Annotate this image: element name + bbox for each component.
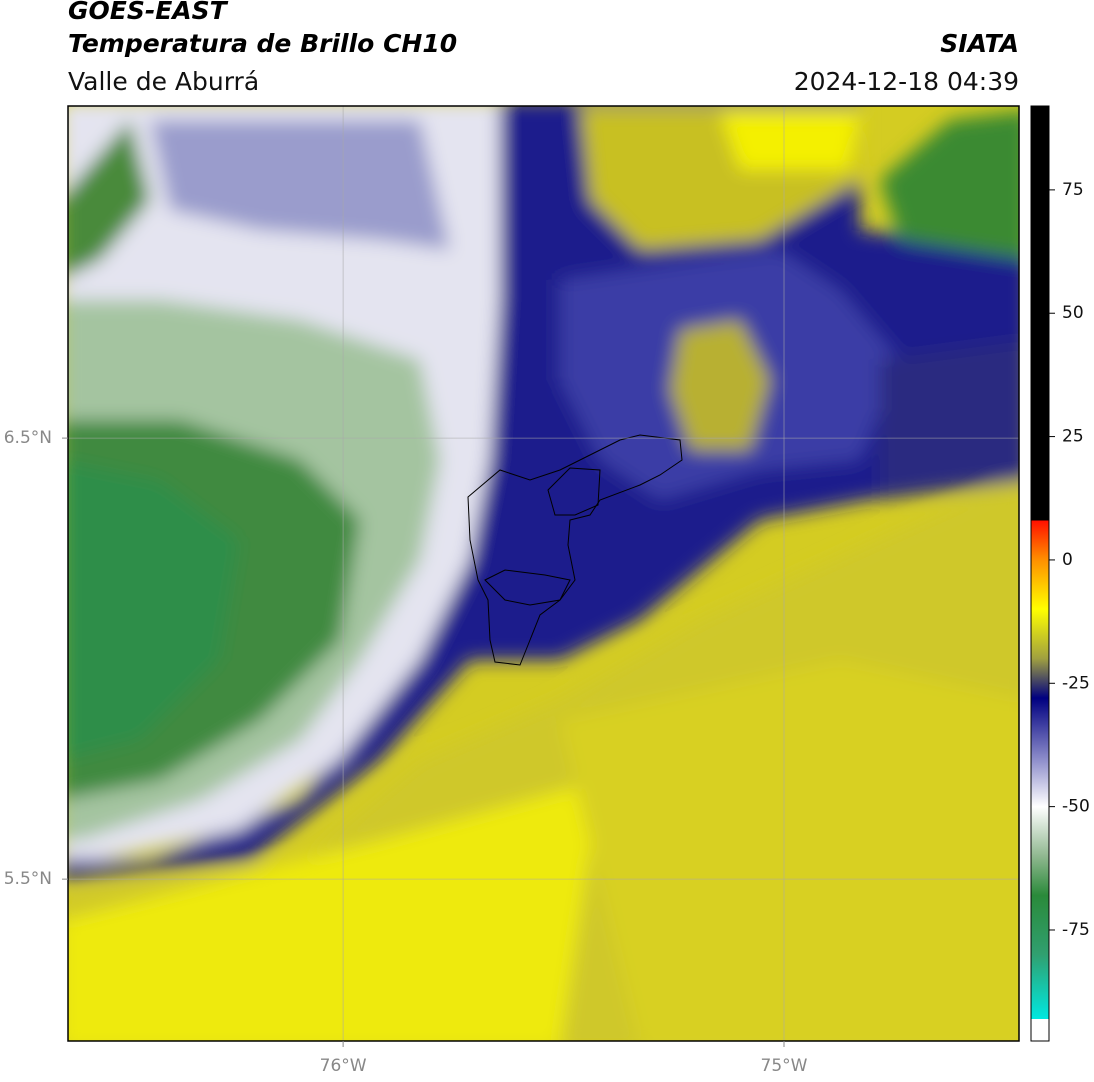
region: Valle de Aburrá bbox=[68, 67, 259, 96]
lat-label: 6.5°N bbox=[4, 428, 52, 448]
colorbar-label: 75 bbox=[1062, 180, 1084, 200]
product: Temperatura de Brillo CH10 bbox=[68, 29, 457, 58]
colorbar-label: 0 bbox=[1062, 550, 1073, 570]
title: GOES-EAST bbox=[68, 0, 229, 25]
institution: SIATA bbox=[940, 29, 1019, 58]
satellite-image bbox=[68, 106, 1019, 1041]
lon-label: 76°W bbox=[320, 1056, 367, 1076]
map-frame bbox=[67, 105, 1020, 1042]
valley-boundary bbox=[467, 434, 683, 666]
datetime: 2024-12-18 04:39 bbox=[794, 67, 1019, 96]
colorbar-label: 25 bbox=[1062, 427, 1084, 447]
colorbar bbox=[1030, 105, 1050, 1042]
lon-label: 75°W bbox=[761, 1056, 808, 1076]
colorbar-label: -50 bbox=[1062, 797, 1090, 817]
colorbar-label: -75 bbox=[1062, 920, 1090, 940]
colorbar-label: 50 bbox=[1062, 303, 1084, 323]
grid bbox=[68, 106, 1019, 1041]
colorbar-label: -25 bbox=[1062, 673, 1090, 693]
lat-label: 5.5°N bbox=[4, 869, 52, 889]
